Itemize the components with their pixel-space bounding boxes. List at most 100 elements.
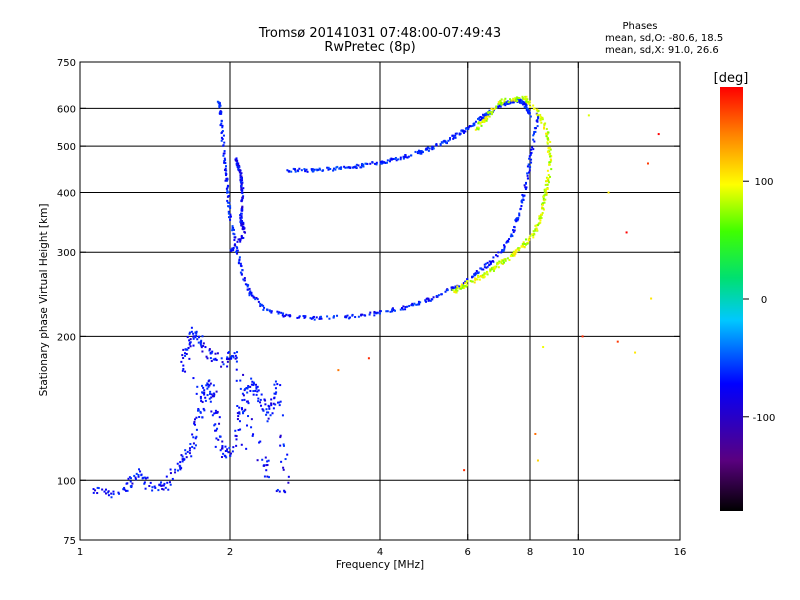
phase-point [298,167,301,170]
phase-point [250,292,253,295]
phase-point [188,332,191,335]
x-axis-label: Frequency [MHz] [336,559,424,571]
phase-point [192,442,195,445]
phase-point [431,145,434,148]
phase-point [492,268,495,271]
phase-point [451,134,454,137]
phase-point [634,351,637,354]
phase-point [226,365,229,368]
phase-point [224,167,227,170]
phase-point [192,335,195,338]
phase-point [189,345,192,348]
phase-point [495,265,498,268]
phase-point [495,105,498,108]
phase-point [300,169,303,172]
phase-point [218,435,221,438]
phase-point [503,99,506,102]
phase-point [203,409,206,412]
phase-point [202,344,205,347]
phase-point [502,259,505,262]
phase-point [476,127,479,130]
phase-point [532,107,535,110]
phase-point [536,113,539,116]
phase-point [236,412,239,415]
phase-point [243,230,246,233]
phase-point [501,249,504,252]
phase-point [458,285,461,288]
phase-point [137,475,140,478]
phase-point [190,326,193,329]
phase-point [229,213,232,216]
phase-point [399,308,402,311]
phase-point [162,488,165,491]
phase-point [266,420,269,423]
phase-point [266,475,269,478]
phase-point [310,317,313,320]
phase-point [278,490,281,493]
phase-point [483,114,486,117]
phase-point [483,120,486,123]
phase-point [360,313,363,316]
phase-point [242,221,245,224]
phase-point [454,289,457,292]
phase-point [282,312,285,315]
phase-point [112,493,115,496]
phase-point [455,132,458,135]
phase-point [489,269,492,272]
phase-point [462,282,465,285]
phase-point [235,438,238,441]
phase-point [545,180,548,183]
phase-point [251,294,254,297]
phase-point [355,166,358,169]
phase-point [208,397,211,400]
phase-point [243,227,246,230]
phase-point [240,209,243,212]
phase-point [189,443,192,446]
phase-point [507,101,510,104]
phase-point [486,265,489,268]
phase-point [142,476,145,479]
phase-point [242,225,245,228]
phase-point [214,409,217,412]
phase-point [218,106,221,109]
phase-point [531,146,534,149]
phase-point [242,236,245,239]
phase-point [489,112,492,115]
phase-point [263,398,266,401]
phase-point [353,166,356,169]
phase-point [179,468,182,471]
phase-point [548,146,551,149]
phase-point [217,101,220,104]
phase-point [546,141,549,144]
phase-point [210,410,213,413]
phase-point [246,387,249,390]
phase-point [504,97,507,100]
x-tick-label: 6 [465,547,471,558]
phase-point [369,162,372,165]
phase-point [220,120,223,123]
x-tick-label: 4 [377,547,383,558]
phase-point [297,316,300,319]
phase-point [545,193,548,196]
phase-point [226,186,229,189]
phase-point [223,161,226,164]
phase-point [528,166,531,169]
phase-point [473,273,476,276]
phase-point [546,150,549,153]
phase-point [505,102,508,105]
phase-point [487,113,490,116]
phase-point [214,352,217,355]
phase-point [458,287,461,290]
phase-point [204,346,207,349]
phase-point [424,148,427,151]
phase-point [550,155,553,158]
phase-point [485,112,488,115]
phase-point [344,166,347,169]
phase-point [452,137,455,140]
phase-point [188,339,191,342]
phase-point [225,165,228,168]
phase-point [546,183,549,186]
phase-point [282,468,285,471]
phase-point [221,445,224,448]
phase-point [522,198,525,201]
